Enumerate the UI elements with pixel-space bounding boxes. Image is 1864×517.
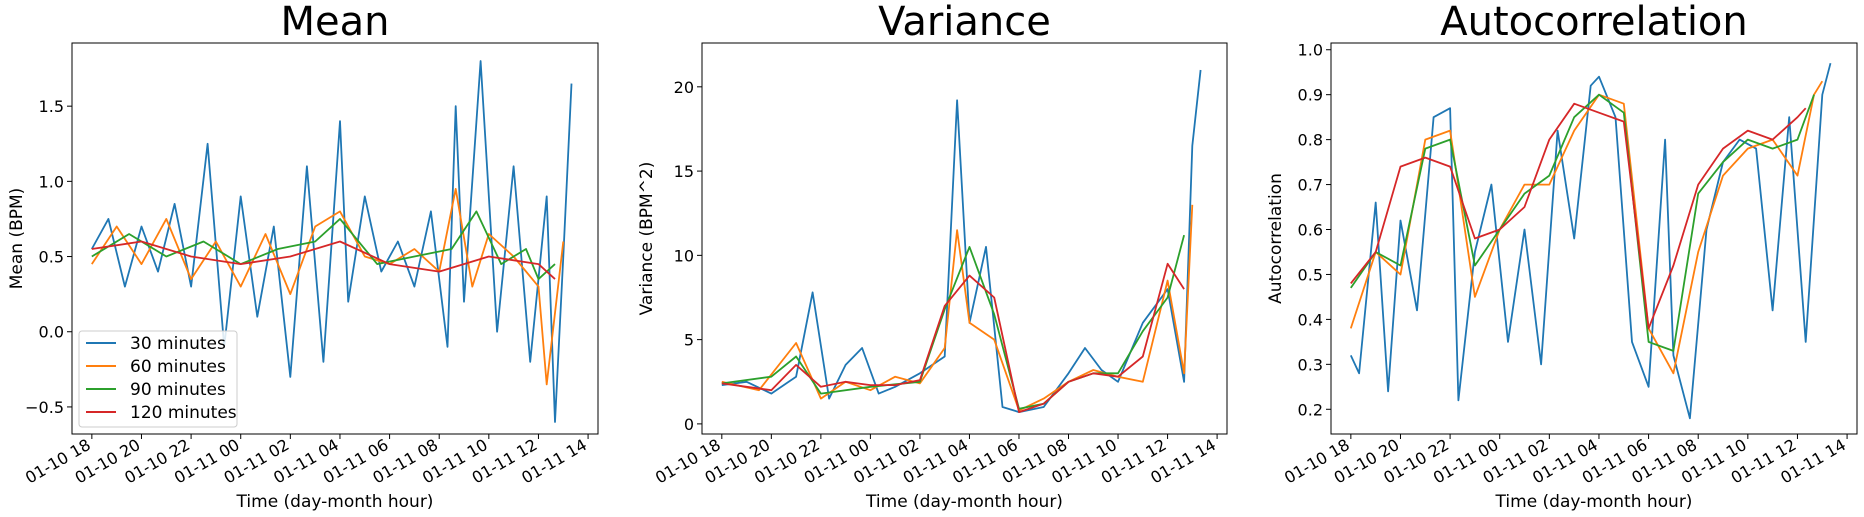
legend-label: 30 minutes	[130, 334, 226, 354]
y-tick-label: 0.0	[39, 323, 64, 342]
legend: 30 minutes 60 minutes 90 minutes 120 minute…	[78, 330, 238, 428]
y-tick-label: 0.8	[1298, 131, 1323, 150]
y-tick-label: 0	[684, 415, 694, 434]
x-axis-label: Time (day-month hour)	[865, 492, 1063, 512]
series-line-120-minutes	[91, 240, 556, 280]
y-tick-label: 20	[674, 78, 694, 97]
plot-frame	[1330, 42, 1858, 435]
y-tick-label: 1.5	[39, 97, 64, 116]
y-tick-label: 5	[684, 331, 694, 350]
series-line-90-minutes	[91, 210, 556, 281]
y-axis-label: Autocorrelation	[1266, 173, 1286, 304]
legend-label: 120 minutes	[130, 403, 237, 423]
y-tick-label: 0.5	[39, 248, 64, 267]
y-tick-label: 10	[674, 246, 694, 265]
series-line-120-minutes	[1350, 102, 1807, 330]
series-line-30-minutes	[1349, 62, 1832, 420]
y-tick-label: 0.3	[1298, 355, 1323, 374]
plot-frame	[701, 42, 1228, 435]
y-tick-label: 0.6	[1298, 221, 1323, 240]
legend-label: 90 minutes	[130, 380, 226, 400]
series-line-120-minutes	[721, 262, 1185, 414]
y-axis-label: Variance (BPM^2)	[637, 162, 657, 316]
y-tick-label: 15	[674, 162, 694, 181]
plot-frame	[71, 42, 599, 435]
legend-box	[78, 330, 238, 428]
legend-label: 60 minutes	[130, 357, 226, 377]
y-tick-label: 1.0	[1298, 41, 1323, 60]
chart-title: Variance	[878, 0, 1051, 45]
chart-title: Mean	[281, 0, 390, 45]
y-tick-label: 0.2	[1298, 400, 1323, 419]
series-line-90-minutes	[721, 234, 1185, 410]
y-tick-label: 0.5	[1298, 265, 1323, 284]
y-tick-label: 1.0	[39, 172, 64, 191]
series-line-30-minutes	[91, 60, 573, 423]
y-tick-label: 0.4	[1298, 310, 1323, 329]
x-axis-label: Time (day-month hour)	[1495, 492, 1693, 512]
y-tick-label: 0.9	[1298, 86, 1323, 105]
y-axis-label: Mean (BPM)	[7, 188, 27, 290]
x-axis-label: Time (day-month hour)	[236, 492, 434, 512]
chart-title: Autocorrelation	[1440, 0, 1748, 45]
y-tick-label: −0.5	[25, 398, 64, 417]
y-tick-label: 0.7	[1298, 176, 1323, 195]
series-line-30-minutes	[721, 69, 1202, 414]
series-line-90-minutes	[1350, 93, 1815, 352]
